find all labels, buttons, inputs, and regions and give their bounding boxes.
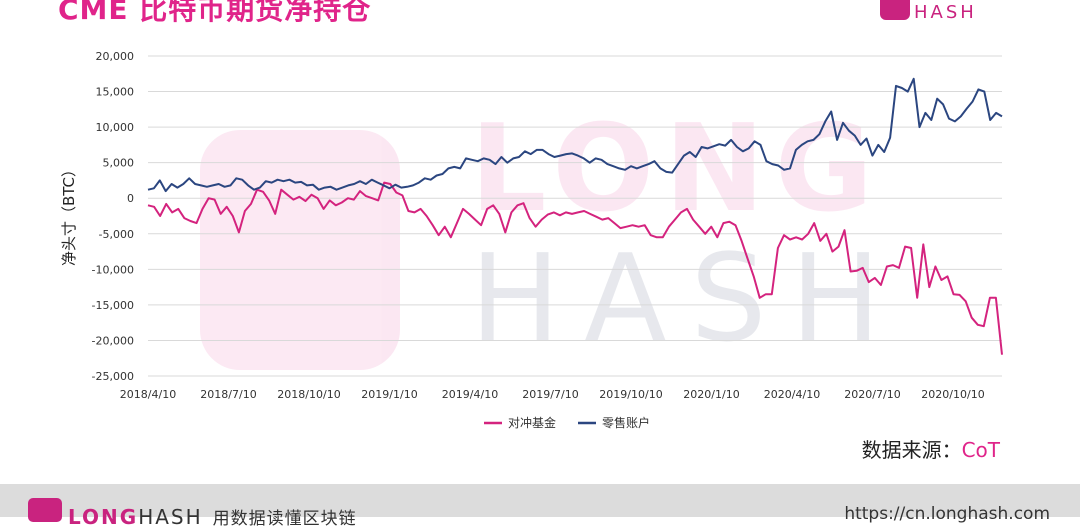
footer-bar: LONGHASH 用数据读懂区块链 https://cn.longhash.com [0, 484, 1080, 529]
x-tick-label: 2020/1/10 [683, 388, 739, 401]
x-tick-label: 2018/7/10 [200, 388, 256, 401]
series-line-retail [147, 77, 1003, 193]
net-position-chart: 20,000 15,000 10,000 5,000 0 -5,000 -10,000 -15… [60, 50, 1003, 430]
footer-slogan: 用数据读懂区块链 [212, 509, 357, 529]
chart-series [147, 77, 1003, 355]
data-source: 数据来源：CoT [862, 434, 1000, 463]
y-axis-ticks: 20,000 15,000 10,000 5,000 0 -5,000 -10,000 -15… [92, 50, 134, 383]
y-tick-label: 10,000 [96, 121, 135, 134]
x-tick-label: 2020/4/10 [764, 388, 820, 401]
x-tick-label: 2018/10/10 [277, 388, 340, 401]
y-tick-label: 15,000 [96, 86, 135, 99]
footer-logo-icon [28, 498, 62, 522]
x-tick-label: 2018/4/10 [120, 388, 176, 401]
y-tick-label: 20,000 [96, 50, 135, 63]
footer-brand-secondary: HASH [138, 505, 203, 529]
x-tick-label: 2020/7/10 [844, 388, 900, 401]
y-tick-label: 0 [127, 192, 134, 205]
brand-word: HASH [914, 2, 977, 23]
x-tick-label: 2019/1/10 [361, 388, 417, 401]
logo-icon [880, 0, 910, 20]
brand-logo: HASH [880, 0, 1000, 24]
x-tick-label: 2020/10/10 [921, 388, 984, 401]
footer-brand-primary: LONG [68, 505, 139, 529]
y-axis-label: 净头寸（BTC） [60, 162, 78, 266]
y-tick-label: -5,000 [99, 228, 134, 241]
legend-label: 零售账户 [602, 415, 650, 430]
y-tick-label: -15,000 [92, 299, 134, 312]
page-title: CME 比特币期货净持仓 [58, 0, 372, 26]
y-tick-label: -20,000 [92, 334, 134, 347]
y-tick-label: -10,000 [92, 263, 134, 276]
x-tick-label: 2019/10/10 [599, 388, 662, 401]
chart-legend: 对冲基金 零售账户 [484, 415, 650, 430]
footer-url[interactable]: https://cn.longhash.com [844, 504, 1050, 524]
source-label: 数据来源： [861, 438, 962, 462]
x-tick-label: 2019/4/10 [442, 388, 498, 401]
x-axis-ticks: 2018/4/10 2018/7/10 2018/10/10 2019/1/10 201… [120, 388, 985, 401]
x-tick-label: 2019/7/10 [522, 388, 578, 401]
series-line-hedge-funds [147, 181, 1003, 355]
y-tick-label: 5,000 [103, 157, 135, 170]
legend-label: 对冲基金 [508, 415, 556, 430]
chart-grid [148, 55, 1002, 377]
source-value: CoT [961, 438, 1000, 462]
y-tick-label: -25,000 [92, 370, 134, 383]
